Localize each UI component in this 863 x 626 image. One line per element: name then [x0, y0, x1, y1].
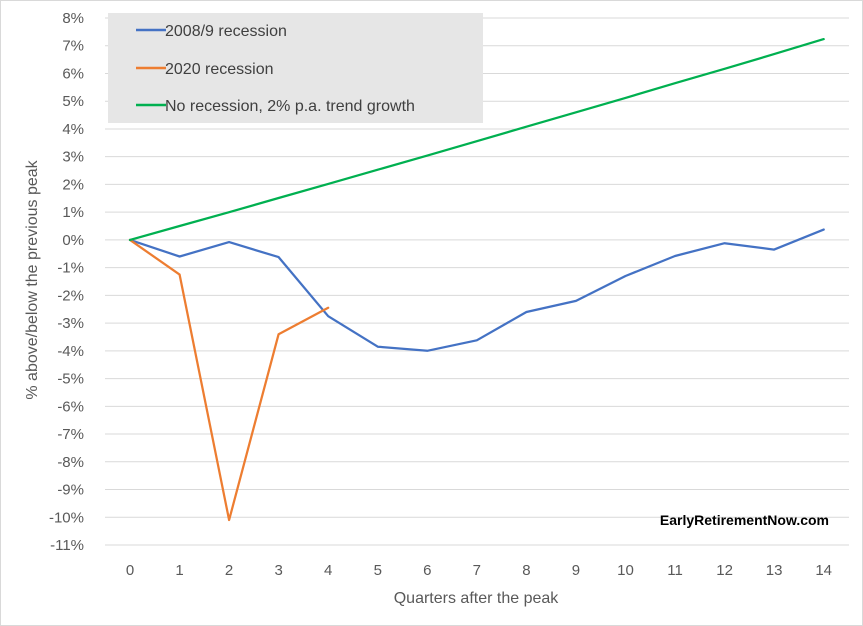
x-tick-label: 3	[274, 562, 282, 579]
y-tick-label: -2%	[57, 287, 84, 304]
y-tick-label: -9%	[57, 482, 84, 499]
series-line-1	[128, 228, 825, 352]
y-tick-label: 1%	[62, 204, 84, 221]
x-tick-label: 1	[175, 562, 183, 579]
y-tick-label: 5%	[62, 93, 84, 110]
x-tick-label: 7	[473, 562, 481, 579]
x-tick-label: 11	[667, 562, 683, 579]
watermark-text: EarlyRetirementNow.com	[660, 512, 829, 528]
series-line-2	[128, 238, 330, 522]
y-tick-label: -6%	[57, 398, 84, 415]
y-tick-label: -3%	[57, 315, 84, 332]
x-tick-label: 13	[766, 562, 783, 579]
legend-label: 2008/9 recession	[165, 23, 287, 40]
y-tick-label: 4%	[62, 121, 84, 138]
y-tick-label: -1%	[57, 260, 84, 277]
y-tick-label: -7%	[57, 426, 84, 443]
x-tick-label: 10	[617, 562, 634, 579]
x-tick-label: 2	[225, 562, 233, 579]
y-tick-label: -5%	[57, 371, 84, 388]
x-tick-label: 6	[423, 562, 431, 579]
x-tick-label: 8	[522, 562, 530, 579]
legend-box	[108, 13, 483, 123]
y-tick-label: -10%	[49, 509, 84, 526]
x-tick-label: 14	[815, 562, 832, 579]
x-tick-label: 5	[374, 562, 382, 579]
legend-label: No recession, 2% p.a. trend growth	[165, 98, 415, 115]
y-tick-label: 2%	[62, 176, 84, 193]
gridlines	[105, 17, 849, 546]
x-tick-label: 0	[126, 562, 134, 579]
x-tick-label: 12	[716, 562, 733, 579]
y-axis-title: % above/below the previous peak	[24, 159, 41, 399]
x-axis-ticks: 0 1 2 3 4 5 6 7 8 9 10 11 12 13 14	[126, 562, 832, 579]
x-axis-title: Quarters after the peak	[394, 590, 560, 607]
y-tick-label: 3%	[62, 149, 84, 166]
legend-label: 2020 recession	[165, 61, 274, 78]
y-tick-label: 6%	[62, 65, 84, 82]
y-tick-label: -4%	[57, 343, 84, 360]
y-axis-ticks: 8% 7% 6% 5% 4% 3% 2% 1% 0% -1% -2% -3% -4% -5% -6% -7% -…	[49, 10, 84, 554]
series-lines	[128, 37, 825, 522]
y-tick-label: -8%	[57, 454, 84, 471]
y-tick-label: 8%	[62, 10, 84, 27]
series-line-3	[128, 37, 825, 242]
x-tick-label: 9	[572, 562, 580, 579]
y-tick-label: -11%	[50, 537, 84, 554]
y-tick-label: 0%	[62, 232, 84, 249]
x-tick-label: 4	[324, 562, 332, 579]
legend: 2008/9 recession 2020 recession No recessi…	[136, 23, 415, 115]
y-tick-label: 7%	[62, 38, 84, 55]
